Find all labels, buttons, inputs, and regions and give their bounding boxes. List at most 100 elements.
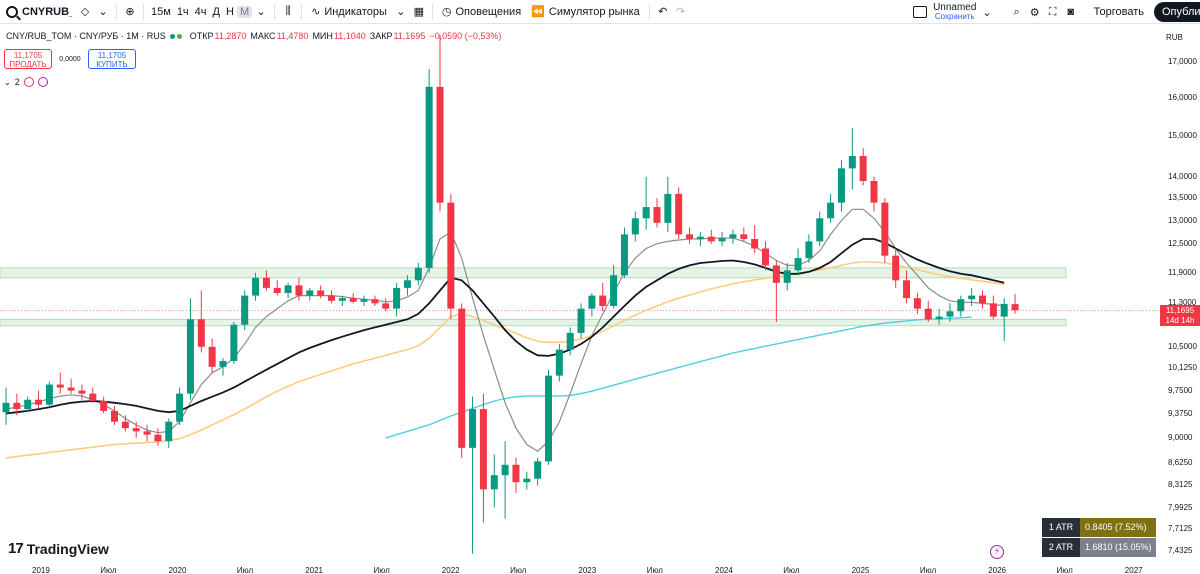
interval-week[interactable]: Н — [225, 5, 234, 18]
candle-body — [881, 202, 889, 256]
candle-body — [718, 238, 726, 242]
candle-body — [729, 234, 737, 239]
add-symbol-icon[interactable]: ⊕ — [125, 6, 135, 18]
candle-body — [306, 290, 314, 296]
price-chart[interactable] — [0, 24, 1160, 574]
time-tick-label: Июл — [236, 566, 254, 574]
gear-icon[interactable]: ⚙ — [1029, 6, 1040, 19]
candle-body — [338, 298, 346, 301]
layout-icon — [913, 6, 928, 18]
price-tick-label: 17,0000 — [1168, 57, 1197, 66]
candle-body — [89, 393, 97, 401]
candle-body — [13, 402, 21, 410]
legend-change: −0,0590 (−0,53%) — [429, 31, 502, 41]
layout-name: Unnamed — [933, 2, 977, 13]
candle-body — [696, 236, 704, 240]
camera-icon[interactable]: ◙ — [1067, 6, 1074, 18]
candle-body — [295, 285, 303, 296]
candle-body — [772, 265, 780, 283]
price-tick-label: 7,7125 — [1168, 524, 1193, 534]
price-tick-label: 15,0000 — [1168, 130, 1197, 140]
candle-body — [67, 387, 75, 391]
fullscreen-icon[interactable]: ⛶ — [1048, 5, 1057, 18]
alerts-button[interactable]: ◷ Оповещения — [437, 3, 526, 21]
interval-4h[interactable]: 4ч — [194, 5, 207, 18]
redo-icon[interactable]: ↷ — [676, 6, 686, 18]
buy-label: КУПИТЬ — [96, 60, 128, 69]
ma-gray-line — [5, 208, 1005, 452]
divider — [116, 3, 117, 20]
candle-body — [794, 258, 802, 271]
chevron-down-icon[interactable]: ⌄ — [98, 6, 108, 18]
candle-body — [2, 402, 10, 413]
candle-body — [35, 399, 43, 405]
gem-icon[interactable]: ◇ — [80, 6, 90, 18]
indicator-red-icon[interactable] — [23, 77, 34, 87]
symbol-legend: CNY/RUB_TOM · CNY/РУБ · 1M · RUS ОТКР 11… — [6, 31, 505, 41]
buy-price: 11,1705 — [97, 51, 127, 60]
candle-body — [414, 267, 422, 281]
candle-body — [132, 428, 140, 432]
candle-body — [989, 303, 997, 317]
price-tick-label: 11,9000 — [1168, 267, 1197, 277]
divider — [431, 3, 433, 20]
candle-body — [143, 431, 151, 435]
indicators-collapse[interactable]: ⌄ 2 — [4, 77, 48, 87]
replay-button[interactable]: ⏪ Симулятор рынка — [526, 3, 645, 21]
legend-title[interactable]: CNY/RUB_TOM · CNY/РУБ · 1M · RUS — [6, 31, 166, 41]
indicator-count: 2 — [14, 77, 20, 87]
atr-2-label: 2 ATR — [1042, 538, 1080, 557]
sell-button[interactable]: 11,1705 ПРОДАТЬ — [4, 49, 52, 69]
undo-icon[interactable]: ↶ — [658, 6, 668, 18]
atr-2-value: 1.6810 (15.05%) — [1080, 538, 1156, 557]
candle-body — [555, 349, 563, 376]
chevron-down-icon[interactable]: ⌄ — [396, 6, 406, 18]
candle-body — [740, 234, 748, 240]
layout-save-status[interactable]: Сохранить — [934, 12, 975, 21]
candle-body — [56, 384, 64, 388]
interval-1h[interactable]: 1ч — [176, 5, 189, 18]
quick-search-icon[interactable]: ⌕ — [1013, 5, 1020, 18]
legend-open-value: 11,2870 — [214, 31, 247, 41]
legend-high-label: МАКС — [250, 31, 276, 41]
candle-body — [284, 285, 292, 294]
candle-body — [425, 86, 433, 268]
candle-body — [328, 295, 335, 301]
interval-day[interactable]: Д — [212, 5, 220, 18]
candles-style-icon[interactable]: ⫼ — [285, 5, 291, 17]
candle-body — [783, 270, 791, 283]
candle-body — [599, 295, 607, 307]
legend-open-label: ОТКР — [189, 31, 214, 41]
interval-15m[interactable]: 15м — [151, 5, 171, 18]
toolbar-right: Unnamed Сохранить ⌄ ⌕ ⚙ ⛶ ◙ Торговать Оп… — [913, 0, 1200, 24]
price-axis-unit: RUB — [1166, 33, 1183, 42]
publish-button[interactable]: Опубликовать — [1154, 2, 1200, 22]
interval-month[interactable]: М — [236, 5, 253, 18]
candle-body — [979, 295, 986, 304]
current-price-label: 11,1695 14d 14h — [1160, 305, 1200, 326]
candle-body — [45, 384, 53, 405]
layout-name-block: Unnamed Сохранить — [933, 2, 977, 22]
templates-grid-icon[interactable]: ▦ — [413, 6, 425, 18]
chevron-down-icon[interactable]: ⌄ — [256, 6, 266, 18]
indicator-purple-icon[interactable] — [37, 77, 48, 87]
candle-body — [545, 375, 552, 462]
replay-label: Симулятор рынка — [548, 5, 640, 18]
candle-body — [317, 290, 325, 296]
candle-body — [870, 180, 878, 203]
trade-button[interactable]: Торговать — [1093, 6, 1144, 18]
spread-value: 0,0000 — [59, 55, 81, 63]
time-tick-label: 2022 — [441, 566, 460, 574]
candle-body — [913, 298, 921, 309]
candle-body — [957, 299, 965, 312]
chevron-down-icon: ⌄ — [982, 6, 992, 19]
buy-button[interactable]: 11,1705 КУПИТЬ — [88, 49, 136, 69]
lightning-icon[interactable]: ⚡ — [990, 545, 1004, 559]
indicators-button[interactable]: ∿ Индикаторы — [306, 3, 392, 21]
tradingview-logo[interactable]: 17 TradingView — [8, 540, 109, 557]
candle-body — [197, 319, 205, 347]
candle-body — [816, 218, 824, 242]
ma-black-line — [5, 238, 1005, 415]
symbol-search[interactable]: CNYRUB_TOM — [0, 0, 76, 23]
layout-selector[interactable]: Unnamed Сохранить ⌄ — [913, 3, 992, 21]
